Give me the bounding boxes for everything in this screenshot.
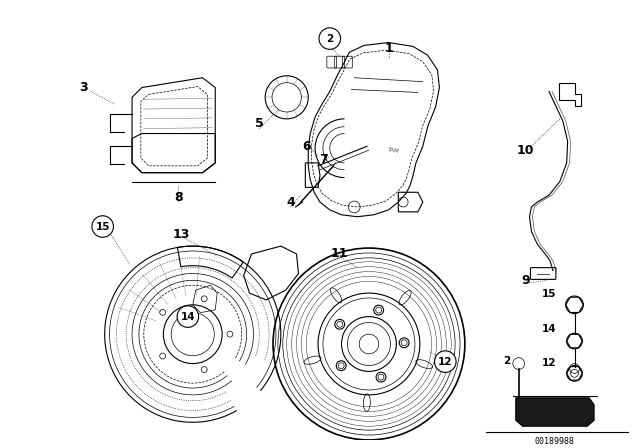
Text: 00189988: 00189988 <box>535 437 575 446</box>
Text: 12: 12 <box>542 358 557 367</box>
Text: 7: 7 <box>319 154 328 167</box>
Text: 1: 1 <box>384 42 393 55</box>
Circle shape <box>435 351 456 372</box>
Text: 15: 15 <box>95 221 110 232</box>
Text: 9: 9 <box>521 274 530 287</box>
Text: 12: 12 <box>438 357 452 366</box>
Text: 13: 13 <box>172 228 189 241</box>
Text: 14: 14 <box>180 311 195 322</box>
Text: 3: 3 <box>79 81 88 94</box>
Text: 10: 10 <box>517 144 534 157</box>
Text: 2: 2 <box>503 356 510 366</box>
Text: 15: 15 <box>542 289 557 299</box>
Circle shape <box>177 306 198 327</box>
Text: 11: 11 <box>331 247 348 260</box>
Text: 4: 4 <box>286 196 295 209</box>
Circle shape <box>319 28 340 49</box>
Text: 6: 6 <box>302 140 310 153</box>
Text: 14: 14 <box>542 324 557 334</box>
Text: 8: 8 <box>173 191 182 204</box>
Text: 2: 2 <box>326 34 333 43</box>
Text: TAM: TAM <box>387 147 399 154</box>
Text: 5: 5 <box>255 117 264 130</box>
Polygon shape <box>516 398 594 426</box>
Circle shape <box>92 216 113 237</box>
